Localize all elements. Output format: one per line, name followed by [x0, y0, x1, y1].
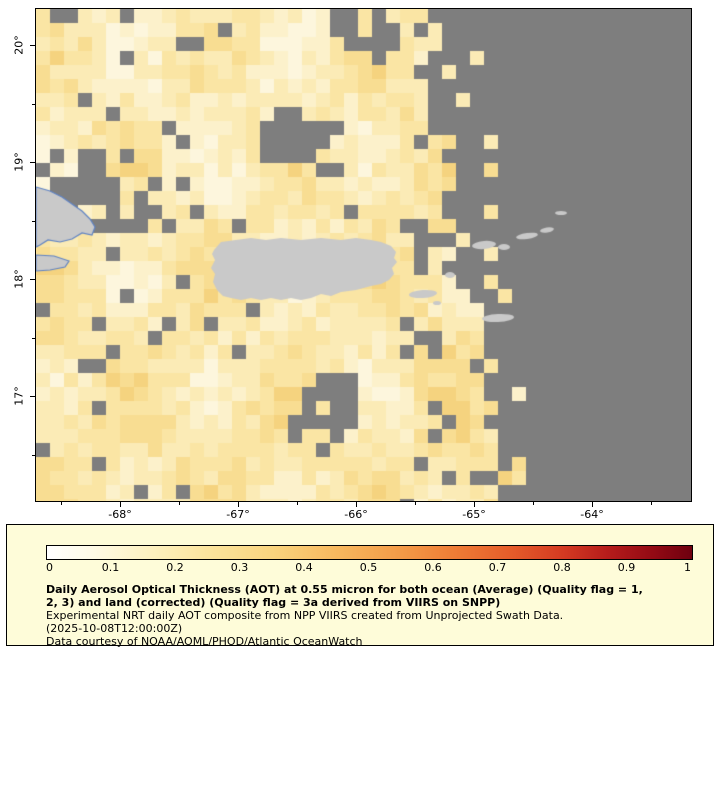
- colorbar-tick-label: 0.4: [295, 561, 313, 574]
- colorbar-tick-label: 0: [46, 561, 53, 574]
- y-axis-minor-tick: [32, 221, 35, 222]
- legend-panel: 0 0.1 0.2 0.3 0.4 0.5 0.6 0.7 0.8 0.9 1 Daily Aero…: [6, 524, 714, 648]
- x-axis-minor-tick: [297, 502, 298, 505]
- legend-text-block: Daily Aerosol Optical Thickness (AOT) at…: [46, 583, 643, 648]
- y-axis-label: 17°: [12, 386, 26, 406]
- x-axis-tick: [356, 502, 357, 507]
- colorbar-tick-label: 0.6: [424, 561, 442, 574]
- colorbar-tick-label: 1: [684, 561, 691, 574]
- map-plot-area: [35, 8, 692, 502]
- x-axis-tick: [120, 502, 121, 507]
- y-axis-tick: [30, 45, 35, 46]
- x-axis-label: -66°: [344, 508, 368, 521]
- y-axis-tick: [30, 279, 35, 280]
- x-axis-label: -64°: [580, 508, 604, 521]
- x-axis-minor-tick: [533, 502, 534, 505]
- colorbar-scale-labels: 0 0.1 0.2 0.3 0.4 0.5 0.6 0.7 0.8 0.9 1: [46, 561, 691, 575]
- colorbar-tick-label: 0.1: [101, 561, 120, 574]
- y-axis-minor-tick: [32, 455, 35, 456]
- x-axis-minor-tick: [651, 502, 652, 505]
- y-axis-tick: [30, 162, 35, 163]
- y-axis-minor-tick: [32, 338, 35, 339]
- aot-colorbar: [46, 545, 693, 560]
- x-axis-tick: [238, 502, 239, 507]
- legend-title-line1: Daily Aerosol Optical Thickness (AOT) at…: [46, 583, 643, 596]
- legend-timestamp: (2025-10-08T12:00:00Z): [46, 622, 183, 635]
- colorbar-tick-label: 0.2: [166, 561, 184, 574]
- x-axis-minor-tick: [179, 502, 180, 505]
- colorbar-tick-label: 0.9: [617, 561, 636, 574]
- y-axis-label: 19°: [12, 152, 26, 172]
- x-axis-tick: [592, 502, 593, 507]
- legend-credit: Data courtesy of NOAA/AOML/PHOD/Atlantic…: [46, 635, 363, 648]
- colorbar-tick-label: 0.3: [230, 561, 249, 574]
- legend-subtitle: Experimental NRT daily AOT composite fro…: [46, 609, 564, 622]
- aot-raster-canvas: [36, 9, 691, 501]
- y-axis-label: 18°: [12, 269, 26, 289]
- legend-title-line2: 2, 3) and land (corrected) (Quality flag…: [46, 596, 501, 609]
- colorbar-tick-label: 0.5: [359, 561, 378, 574]
- x-axis-label: -65°: [462, 508, 486, 521]
- x-axis-label: -67°: [226, 508, 250, 521]
- x-axis-minor-tick: [415, 502, 416, 505]
- x-axis-minor-tick: [61, 502, 62, 505]
- x-axis-label: -68°: [108, 508, 132, 521]
- y-axis-tick: [30, 396, 35, 397]
- y-axis-label: 20°: [12, 35, 26, 55]
- x-axis-tick: [474, 502, 475, 507]
- y-axis-minor-tick: [32, 104, 35, 105]
- colorbar-tick-label: 0.8: [553, 561, 571, 574]
- colorbar-tick-label: 0.7: [488, 561, 507, 574]
